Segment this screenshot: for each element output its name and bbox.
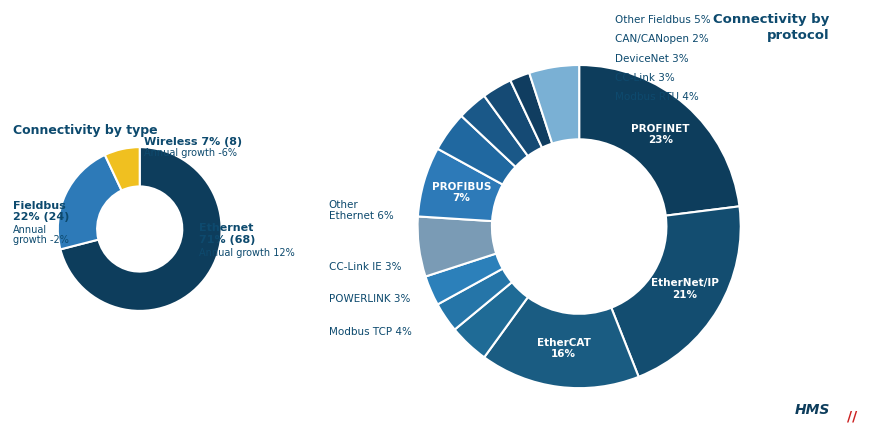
Text: HMS: HMS xyxy=(793,403,829,417)
Text: Other
Ethernet 6%: Other Ethernet 6% xyxy=(328,200,393,221)
Text: Connectivity by
protocol: Connectivity by protocol xyxy=(713,13,829,42)
Wedge shape xyxy=(105,147,140,191)
Wedge shape xyxy=(437,269,511,329)
Text: PROFINET
23%: PROFINET 23% xyxy=(630,124,689,145)
Text: PROFIBUS
7%: PROFIBUS 7% xyxy=(431,181,490,203)
Text: Annual growth -6%: Annual growth -6% xyxy=(143,148,236,158)
Text: DeviceNet 3%: DeviceNet 3% xyxy=(614,54,687,63)
Text: CC-Link IE 3%: CC-Link IE 3% xyxy=(328,262,401,272)
Wedge shape xyxy=(417,149,502,221)
Text: Other Fieldbus 5%: Other Fieldbus 5% xyxy=(614,15,709,25)
Text: growth -2%: growth -2% xyxy=(13,236,69,246)
Text: CC-Link 3%: CC-Link 3% xyxy=(614,73,673,83)
Wedge shape xyxy=(57,155,122,250)
Wedge shape xyxy=(611,206,740,377)
Text: 71% (68): 71% (68) xyxy=(198,235,255,245)
Wedge shape xyxy=(454,282,527,357)
Text: 22% (24): 22% (24) xyxy=(13,212,70,222)
Text: CAN/CANopen 2%: CAN/CANopen 2% xyxy=(614,34,707,44)
Wedge shape xyxy=(425,253,502,305)
Text: Annual growth 12%: Annual growth 12% xyxy=(198,249,294,259)
Text: Connectivity by type: Connectivity by type xyxy=(13,124,157,137)
Text: Modbus RTU 4%: Modbus RTU 4% xyxy=(614,92,698,102)
Wedge shape xyxy=(484,80,541,156)
Wedge shape xyxy=(417,216,495,277)
Text: POWERLINK 3%: POWERLINK 3% xyxy=(328,294,409,304)
Wedge shape xyxy=(579,65,739,215)
Wedge shape xyxy=(60,147,222,311)
Wedge shape xyxy=(437,116,515,184)
Text: Wireless 7% (8): Wireless 7% (8) xyxy=(143,137,242,147)
Wedge shape xyxy=(528,65,579,144)
Wedge shape xyxy=(484,297,638,388)
Text: Fieldbus: Fieldbus xyxy=(13,201,65,211)
Text: Ethernet: Ethernet xyxy=(198,223,253,233)
Text: Modbus TCP 4%: Modbus TCP 4% xyxy=(328,326,411,336)
Text: EtherCAT
16%: EtherCAT 16% xyxy=(536,338,590,359)
Text: //: // xyxy=(846,410,856,424)
Wedge shape xyxy=(510,73,552,148)
Text: EtherNet/IP
21%: EtherNet/IP 21% xyxy=(650,278,718,300)
Text: Annual: Annual xyxy=(13,225,47,235)
Wedge shape xyxy=(461,96,527,167)
